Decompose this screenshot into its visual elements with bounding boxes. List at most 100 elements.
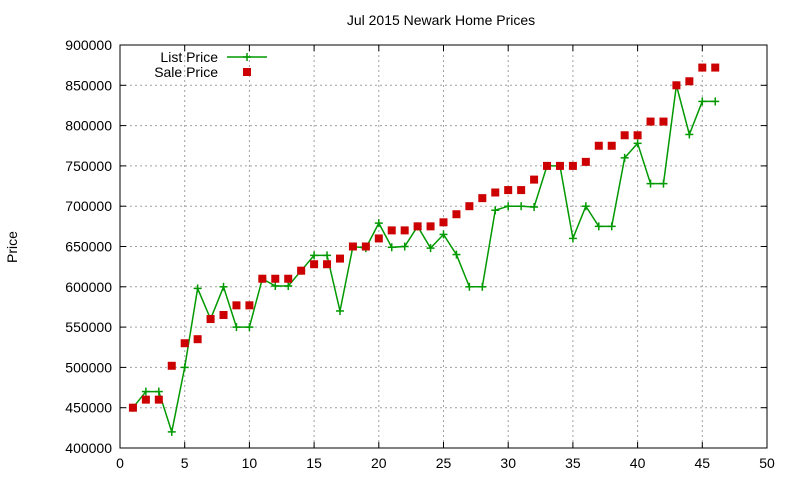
list-price-point <box>245 323 254 332</box>
sale-price-point <box>310 260 319 269</box>
sale-price-point <box>413 222 422 231</box>
list-price-point <box>426 244 435 253</box>
sale-price-point <box>154 395 163 404</box>
chart-title: Jul 2015 Newark Home Prices <box>347 12 535 28</box>
sale-price-point <box>698 63 707 72</box>
sale-price-point <box>426 222 435 231</box>
legend-label-sale-price: Sale Price <box>154 64 218 80</box>
sale-price-point <box>245 301 254 310</box>
y-tick-label: 650000 <box>65 239 112 255</box>
sale-price-point <box>530 175 539 184</box>
y-tick-label: 800000 <box>65 118 112 134</box>
sale-price-point <box>543 161 552 170</box>
list-price-point <box>685 130 694 139</box>
legend-sample-list-price <box>227 53 267 61</box>
sale-price-point <box>517 186 526 195</box>
x-tick-label: 25 <box>436 455 452 471</box>
axis-ticks <box>119 44 768 449</box>
sale-price-point <box>323 260 332 269</box>
sale-price-point <box>271 274 280 283</box>
series-layer <box>128 63 720 436</box>
sale-price-point <box>594 141 603 150</box>
list-price-point <box>465 282 474 291</box>
list-price-point <box>504 202 513 211</box>
y-tick-label: 700000 <box>65 198 112 214</box>
grid-lines <box>120 45 767 448</box>
sale-price-point <box>374 234 383 243</box>
list-price-point <box>491 206 500 215</box>
x-tick-label: 0 <box>116 455 124 471</box>
sale-price-point <box>646 117 655 126</box>
list-price-point <box>310 251 319 260</box>
sale-price-point <box>491 188 500 197</box>
sale-price-point <box>685 77 694 86</box>
sale-price-point <box>167 361 176 370</box>
sale-price-point <box>452 210 461 219</box>
list-price-point <box>387 243 396 252</box>
list-price-point <box>271 281 280 290</box>
list-price-point <box>478 282 487 291</box>
sale-price-point <box>206 315 215 324</box>
x-tick-labels: 0 5 10 15 20 25 30 35 40 45 50 <box>116 455 775 471</box>
x-tick-label: 40 <box>630 455 646 471</box>
sale-price-point <box>581 157 590 166</box>
sale-price-point <box>348 242 357 251</box>
list-price-point <box>568 234 577 243</box>
y-axis-label: Price <box>4 231 20 263</box>
list-price-point <box>646 179 655 188</box>
sale-price-point <box>478 194 487 203</box>
list-price-point <box>141 387 150 396</box>
sale-price-point <box>258 274 267 283</box>
list-price-point <box>374 219 383 228</box>
sale-price-point <box>387 226 396 235</box>
list-price-point <box>530 203 539 212</box>
y-tick-label: 550000 <box>65 319 112 335</box>
list-price-point <box>620 153 629 162</box>
legend-marker-list-price <box>243 53 251 61</box>
sale-price-point <box>400 226 409 235</box>
list-price-point <box>439 230 448 239</box>
list-price-point <box>659 179 668 188</box>
sale-price-point <box>128 403 137 412</box>
x-tick-label: 30 <box>500 455 516 471</box>
list-price-point <box>219 282 228 291</box>
sale-price-point <box>284 274 293 283</box>
list-price-point <box>167 427 176 436</box>
y-tick-label: 400000 <box>65 440 112 456</box>
list-price-point <box>452 250 461 259</box>
x-tick-label: 5 <box>181 455 189 471</box>
sale-price-point <box>465 202 474 211</box>
sale-price-point <box>193 335 202 344</box>
list-price-point <box>581 202 590 211</box>
sale-price-point <box>633 131 642 140</box>
x-tick-label: 15 <box>306 455 322 471</box>
legend: List Price Sale Price <box>154 49 267 80</box>
y-tick-label: 600000 <box>65 279 112 295</box>
sale-price-point <box>180 339 189 348</box>
y-tick-label: 900000 <box>65 37 112 53</box>
x-tick-label: 20 <box>371 455 387 471</box>
x-tick-label: 35 <box>565 455 581 471</box>
y-tick-label: 450000 <box>65 400 112 416</box>
sale-price-point <box>504 186 513 195</box>
list-price-point <box>517 202 526 211</box>
legend-marker-sale-price <box>243 68 251 76</box>
list-price-point <box>711 97 720 106</box>
list-price-point <box>400 242 409 251</box>
list-price-point <box>232 323 241 332</box>
legend-sample-sale-price <box>243 68 251 76</box>
sale-price-point <box>659 117 668 126</box>
sale-price-point <box>297 266 306 275</box>
list-price-point <box>698 97 707 106</box>
sale-price-point <box>439 218 448 227</box>
sale-price-point <box>620 131 629 140</box>
list-price-line <box>132 85 716 435</box>
sale-price-point <box>555 161 564 170</box>
list-price-point <box>154 387 163 396</box>
list-price-point <box>594 222 603 231</box>
list-price-point <box>323 251 332 260</box>
sale-price-point <box>672 81 681 90</box>
sale-price-point <box>232 301 241 310</box>
sale-price-point <box>335 254 344 263</box>
